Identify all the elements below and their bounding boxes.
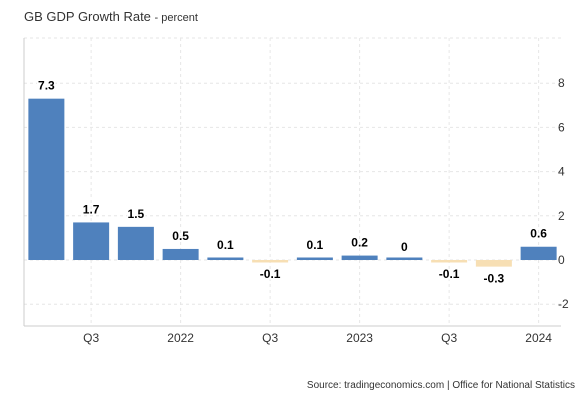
bar	[73, 222, 110, 260]
data-label: -0.1	[439, 267, 460, 281]
bar	[520, 246, 557, 260]
bar	[162, 248, 199, 260]
bar	[28, 98, 65, 260]
bar	[117, 226, 154, 260]
bar	[252, 260, 289, 263]
data-label: 1.7	[83, 202, 100, 216]
y-tick-label: 4	[558, 165, 565, 179]
y-tick-label: -2	[558, 297, 569, 311]
y-tick-label: 0	[558, 253, 565, 267]
data-label: 7.3	[38, 79, 55, 93]
bar	[296, 257, 333, 260]
y-tick-label: 6	[558, 120, 565, 134]
bar	[431, 260, 468, 263]
chart-subtitle: - percent	[154, 12, 198, 24]
axes: -2 0 2 4 6 8 Q3 2022 Q3 2023 Q3 2024	[23, 38, 569, 345]
chart-title-text: GB GDP Growth Rate	[24, 9, 151, 24]
x-tick-label: Q3	[262, 331, 278, 345]
data-label: 0.2	[351, 236, 368, 250]
data-label: -0.3	[484, 272, 505, 286]
x-tick-label: 2023	[346, 331, 373, 345]
x-tick-label: 2022	[167, 331, 194, 345]
data-labels: 7.3 1.7 1.5 0.5 0.1 -0.1 0.1 0.2 0 -0.1 -0.3 0.6	[37, 77, 549, 287]
data-label: 0.5	[172, 229, 189, 243]
data-label: 0.6	[530, 227, 547, 241]
x-tick-label: Q3	[441, 331, 457, 345]
y-tick-label: 2	[558, 209, 565, 223]
data-label: 0.1	[307, 238, 324, 252]
y-tick-label: 8	[558, 76, 565, 90]
data-label: -0.1	[260, 267, 281, 281]
chart-title: GB GDP Growth Rate - percent	[24, 9, 198, 24]
grid-lines	[24, 37, 561, 326]
data-label: 1.5	[128, 207, 145, 221]
data-label: 0.1	[217, 238, 234, 252]
x-tick-label: Q3	[83, 331, 99, 345]
bar	[475, 260, 512, 267]
x-tick-label: 2024	[525, 331, 552, 345]
source-attribution: Source: tradingeconomics.com | Office fo…	[306, 380, 575, 391]
bar	[341, 255, 378, 260]
data-label: 0	[401, 240, 408, 254]
bar-series	[28, 98, 557, 267]
bar	[207, 257, 244, 260]
bar	[386, 257, 423, 260]
